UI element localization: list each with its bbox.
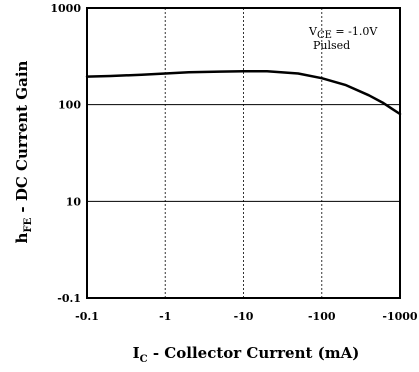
x-tick-label: -10 [234, 310, 254, 323]
x-tick-label: -100 [308, 310, 336, 323]
y-tick-label: 1000 [50, 2, 81, 15]
y-axis-label: hFE - DC Current Gain [13, 60, 34, 243]
gain-curve [85, 69, 402, 116]
x-tick-label: -0.1 [75, 310, 99, 323]
y-tick-label: 100 [58, 99, 81, 112]
annotation-vce: VCE = -1.0V [308, 25, 378, 41]
y-tick-labels: -0.1 10 100 1000 [50, 2, 81, 305]
annotation-pulsed: Pulsed [313, 39, 350, 52]
x-tick-label: -1000 [382, 310, 418, 323]
curve-layer [85, 69, 402, 116]
y-tick-label: 10 [66, 195, 82, 208]
y-tick-label: -0.1 [57, 292, 81, 305]
x-axis-label: IC - Collector Current (mA) [133, 344, 360, 365]
x-tick-labels: -0.1 -1 -10 -100 -1000 [75, 310, 418, 323]
x-tick-label: -1 [159, 310, 171, 323]
grid-layer [87, 8, 400, 298]
plot-frame [86, 7, 401, 299]
